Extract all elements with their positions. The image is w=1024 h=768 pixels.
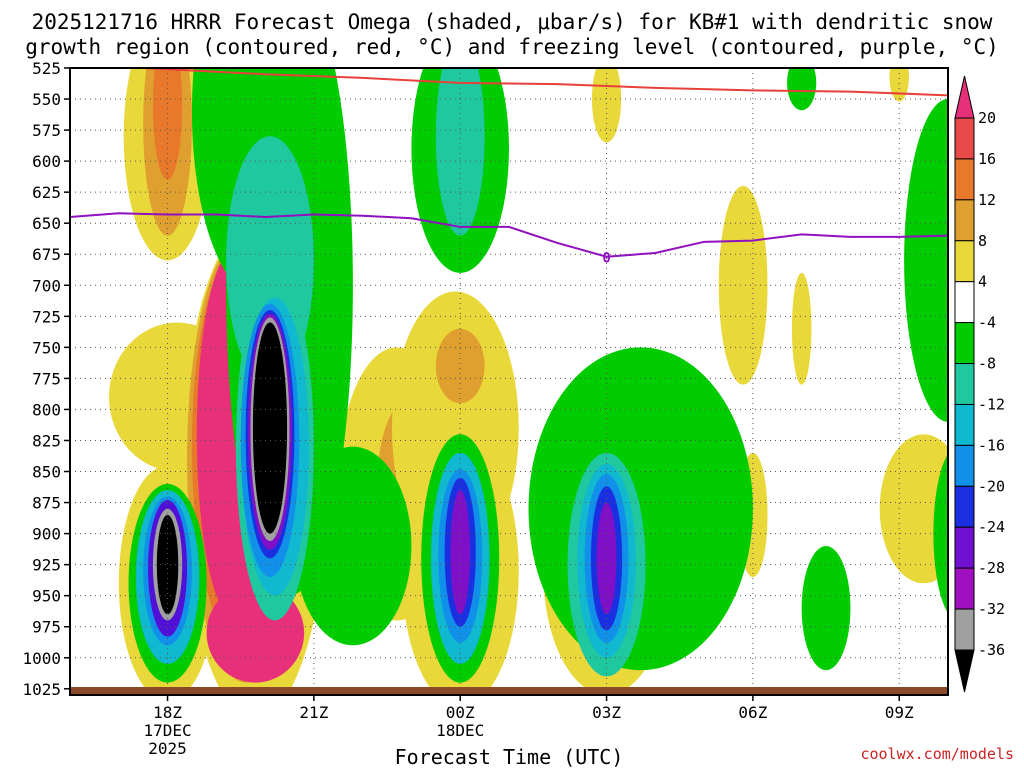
- colorbar-label-4: 4: [978, 273, 987, 291]
- y-tick-label-725: 725: [32, 307, 61, 326]
- y-tick-label-525: 525: [32, 59, 61, 78]
- y-tick-label-550: 550: [32, 90, 61, 109]
- dgz-line: [123, 68, 948, 97]
- y-tick-label-1000: 1000: [22, 649, 61, 668]
- y-tick-label-650: 650: [32, 214, 61, 233]
- y-tick-label-775: 775: [32, 369, 61, 388]
- y-tick-label-925: 925: [32, 556, 61, 575]
- colorbar-band-5: [954, 322, 975, 365]
- freezing-level-label: 0: [602, 251, 610, 267]
- x-axis-label: Forecast Time (UTC): [395, 745, 624, 768]
- colorbar-band-12: [954, 608, 975, 651]
- x-tick-label-21Z: 21Z: [299, 703, 328, 722]
- x-tick-label-00Z: 00Z: [446, 703, 475, 722]
- y-tick-label-850: 850: [32, 463, 61, 482]
- colorbar-band-11: [954, 567, 975, 610]
- y-tick-label-600: 600: [32, 152, 61, 171]
- y-tick-label-1025: 1025: [22, 680, 61, 699]
- x-tick-label-03Z: 03Z: [592, 703, 621, 722]
- x-tick-date-00Z: 18DEC: [436, 721, 484, 740]
- colorbar-band-8: [954, 444, 975, 487]
- colorbar-label-2: 12: [978, 191, 996, 209]
- y-tick-label-950: 950: [32, 587, 61, 606]
- x-tick-label-09Z: 09Z: [885, 703, 914, 722]
- y-tick-label-900: 900: [32, 525, 61, 544]
- y-tick-label-700: 700: [32, 276, 61, 295]
- colorbar-band-0: [954, 117, 975, 160]
- y-tick-label-825: 825: [32, 431, 61, 450]
- y-tick-label-800: 800: [32, 400, 61, 419]
- y-tick-label-675: 675: [32, 245, 61, 264]
- x-tick-label-18Z: 18Z: [153, 703, 182, 722]
- omega-region-53: [787, 68, 817, 111]
- omega-region-32: [252, 322, 288, 534]
- omega-shading: [109, 68, 948, 695]
- omega-region-46: [528, 347, 753, 671]
- y-tick-label-750: 750: [32, 338, 61, 357]
- freezing-level-line: [70, 212, 948, 258]
- omega-region-54: [904, 99, 948, 422]
- dendritic-growth-contour: [123, 68, 948, 97]
- colorbar-label-10: -24: [978, 518, 1005, 536]
- colorbar-top-arrow: [954, 75, 975, 119]
- colorbar-label-8: -16: [978, 436, 1005, 454]
- plot-frame: [69, 67, 949, 696]
- colorbar-label-5: -4: [978, 314, 996, 332]
- colorbar-band-3: [954, 240, 975, 283]
- y-axis: 525 550 575 600 625 650 675 700 725 750 775 800 825 8…: [22, 59, 70, 699]
- x-tick-year-18Z: 2025: [148, 739, 187, 758]
- plot-area: 0: [69, 67, 949, 696]
- omega-region-45: [450, 490, 470, 615]
- colorbar-bottom-arrow: [954, 649, 975, 693]
- omega-region-18: [791, 272, 812, 385]
- omega-region-40: [435, 68, 485, 236]
- colorbar-band-2: [954, 199, 975, 242]
- omega-region-52: [801, 546, 851, 671]
- colorbar-label-12: -32: [978, 600, 1005, 618]
- colorbar: 20 16 12 8 4 -4 -8 -12 -16 -20 -24 -28 -32 -36: [954, 75, 1005, 693]
- colorbar-band-1: [954, 158, 975, 201]
- colorbar-label-7: -12: [978, 395, 1005, 413]
- omega-region-20: [879, 434, 948, 584]
- x-tick-label-06Z: 06Z: [738, 703, 767, 722]
- colorbar-label-13: -36: [978, 641, 1005, 659]
- omega-region-17: [718, 185, 768, 385]
- colorbar-band-6: [954, 363, 975, 405]
- colorbar-band-7: [954, 403, 975, 446]
- y-tick-label-625: 625: [32, 183, 61, 202]
- ground-surface: [70, 687, 948, 695]
- colorbar-label-9: -20: [978, 477, 1005, 495]
- y-tick-label-575: 575: [32, 121, 61, 140]
- colorbar-band-9: [954, 485, 975, 528]
- colorbar-label-3: 8: [978, 232, 987, 250]
- colorbar-label-6: -8: [978, 355, 996, 373]
- chart-title-line1: 2025121716 HRRR Forecast Omega (shaded, …: [32, 10, 993, 34]
- omega-region-38: [156, 514, 179, 615]
- colorbar-label-1: 16: [978, 150, 996, 168]
- omega-region-13: [435, 328, 485, 404]
- x-tick-date-18Z: 17DEC: [143, 721, 191, 740]
- colorbar-label-0: 20: [978, 109, 996, 127]
- chart-title-line2: growth region (contoured, red, °C) and f…: [25, 35, 999, 59]
- y-tick-label-875: 875: [32, 494, 61, 513]
- y-tick-label-975: 975: [32, 618, 61, 637]
- colorbar-band-4: [954, 281, 975, 324]
- credit-text: coolwx.com/models: [860, 745, 1014, 763]
- colorbar-label-11: -28: [978, 559, 1005, 577]
- freezing-level-contour: 0: [70, 212, 948, 267]
- colorbar-band-10: [954, 526, 975, 569]
